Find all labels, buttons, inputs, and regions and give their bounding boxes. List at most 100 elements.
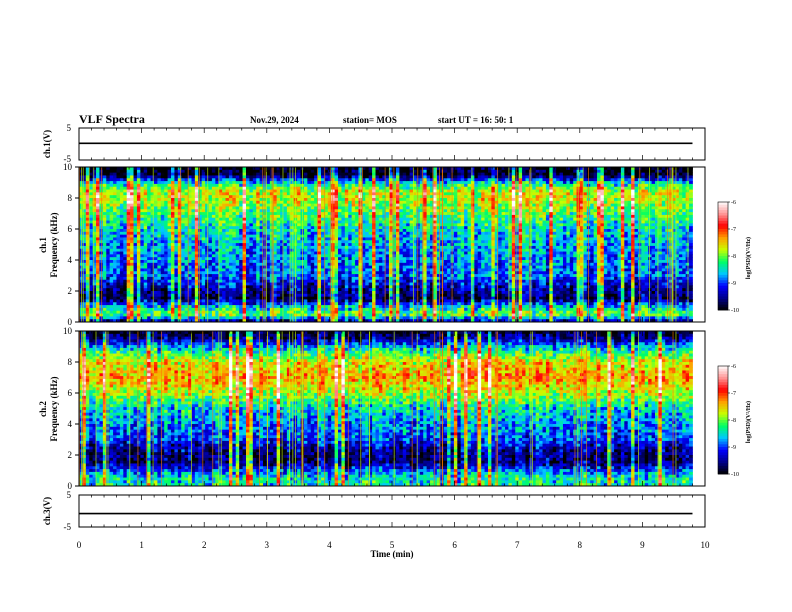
spectrogram-cell: [127, 212, 131, 215]
spectrogram-cell: [188, 215, 192, 218]
spectrogram-cell: [171, 235, 175, 238]
spectrogram-cell: [157, 283, 161, 286]
spectrogram-cell: [174, 218, 178, 221]
spectrogram-cell: [205, 175, 209, 178]
spectrogram-cell: [157, 237, 161, 240]
spectrogram-cell: [147, 314, 151, 317]
spectrogram-cell: [137, 229, 141, 232]
spectrogram-cell: [137, 314, 141, 317]
spectrogram-cell: [93, 235, 97, 238]
spectrogram-cell: [116, 314, 120, 317]
spectrogram-cell: [103, 294, 107, 297]
spectrogram-cell: [178, 190, 182, 193]
spectrogram-cell: [103, 314, 107, 317]
spectrogram-cell: [174, 226, 178, 229]
spectrogram-cell: [147, 201, 151, 204]
spectrogram-cell: [191, 198, 195, 201]
spectrogram-cell: [137, 237, 141, 240]
spectrogram-cell: [202, 221, 206, 224]
spectrogram-cell: [127, 294, 131, 297]
spectrogram-cell: [188, 277, 192, 280]
spectrogram-cell: [103, 246, 107, 249]
spectrogram-cell: [134, 305, 138, 308]
spectrogram-cell: [202, 263, 206, 266]
spectrogram-cell: [171, 257, 175, 260]
spectrogram-cell: [130, 212, 134, 215]
spectrogram-cell: [89, 201, 93, 204]
spectrogram-cell: [188, 190, 192, 193]
spectrogram-cell: [144, 215, 148, 218]
spectrogram-cell: [103, 249, 107, 252]
spectrogram-cell: [144, 311, 148, 314]
spectrogram-cell: [103, 316, 107, 319]
spectrogram-cell: [123, 260, 127, 263]
spectrogram-cell: [181, 204, 185, 207]
spectrogram-cell: [147, 288, 151, 291]
spectrogram-cell: [188, 229, 192, 232]
spectrogram-cell: [164, 308, 168, 311]
spectrogram-cell: [127, 285, 131, 288]
spectrogram-cell: [205, 173, 209, 176]
spectrogram-cell: [154, 263, 158, 266]
spectrogram-cell: [120, 268, 124, 271]
spectrogram-cell: [89, 308, 93, 311]
spectrogram-cell: [116, 173, 120, 176]
spectrogram-cell: [161, 240, 165, 243]
spectrogram-cell: [127, 206, 131, 209]
spectrogram-cell: [113, 187, 117, 190]
spectrogram-cell: [106, 260, 110, 263]
spectrogram-cell: [96, 195, 100, 198]
spectrogram-cell: [127, 173, 131, 176]
spectrogram-cell: [123, 246, 127, 249]
spectrogram-cell: [106, 201, 110, 204]
spectrogram-cell: [106, 274, 110, 277]
spectrogram-cell: [164, 302, 168, 305]
spectrogram-cell: [168, 299, 172, 302]
spectrogram-cell: [113, 257, 117, 260]
spectrogram-cell: [154, 260, 158, 263]
spectrogram-cell: [93, 263, 97, 266]
spectrogram-cell: [110, 291, 114, 294]
spectrogram-cell: [144, 246, 148, 249]
spectrogram-cell: [123, 198, 127, 201]
spectrogram-cell: [127, 305, 131, 308]
spectrogram-cell: [157, 280, 161, 283]
spectrogram-cell: [168, 260, 172, 263]
spectrogram-cell: [188, 285, 192, 288]
spectrogram-cell: [103, 198, 107, 201]
spectrogram-cell: [144, 221, 148, 224]
spectrogram-cell: [191, 252, 195, 255]
spectrogram-cell: [154, 173, 158, 176]
spectrogram-cell: [123, 280, 127, 283]
spectrogram-cell: [116, 181, 120, 184]
spectrogram-cell: [198, 311, 202, 314]
spectrogram-cell: [202, 252, 206, 255]
spectrogram-cell: [140, 274, 144, 277]
spectrogram-cell: [168, 268, 172, 271]
spectrogram-cell: [181, 229, 185, 232]
spectrogram-cell: [205, 297, 209, 300]
spectrogram-cell: [202, 240, 206, 243]
spectrogram-cell: [137, 249, 141, 252]
spectrogram-cell: [137, 212, 141, 215]
spectrogram-cell: [174, 240, 178, 243]
spectrogram-cell: [140, 302, 144, 305]
spectrogram-cell: [140, 184, 144, 187]
spectrogram-cell: [127, 311, 131, 314]
spectrogram-cell: [120, 215, 124, 218]
spectrogram-cell: [151, 173, 155, 176]
spectrogram-cell: [164, 263, 168, 266]
spectrogram-cell: [93, 184, 97, 187]
spectrogram-cell: [116, 294, 120, 297]
spectrogram-cell: [116, 184, 120, 187]
spectrogram-cell: [103, 170, 107, 173]
spectrogram-cell: [147, 277, 151, 280]
spectrogram-cell: [161, 277, 165, 280]
spectrogram-cell: [161, 204, 165, 207]
spectrogram-cell: [209, 181, 213, 184]
spectrogram-cell: [127, 316, 131, 319]
spectrogram-cell: [147, 215, 151, 218]
spectrogram-cell: [157, 314, 161, 317]
spectrogram-cell: [151, 285, 155, 288]
spectrogram-cell: [123, 232, 127, 235]
